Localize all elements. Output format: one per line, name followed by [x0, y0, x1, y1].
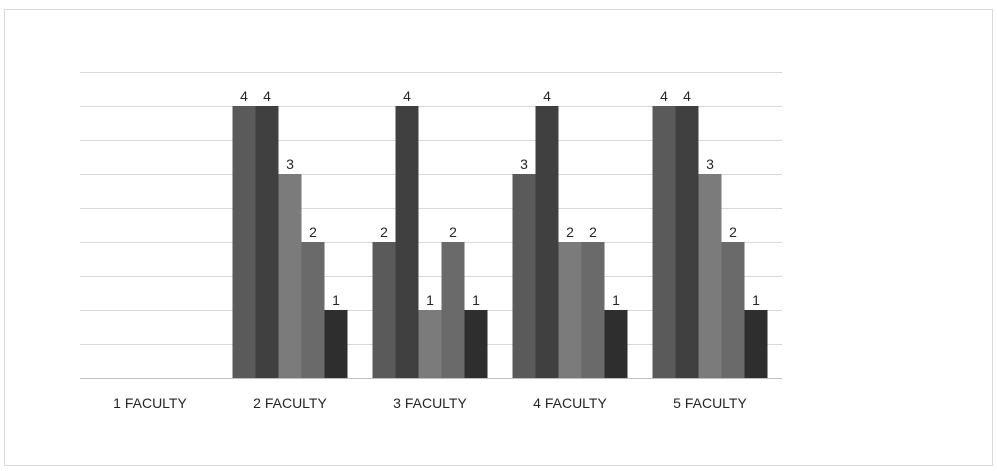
data-label: 4 [240, 88, 248, 104]
bar [512, 174, 536, 378]
bar [698, 174, 722, 378]
bar [744, 310, 768, 378]
data-label: 1 [332, 292, 340, 308]
bars [232, 106, 768, 378]
data-label: 4 [660, 88, 668, 104]
data-label: 2 [589, 224, 597, 240]
data-label: 2 [449, 224, 457, 240]
bar [652, 106, 676, 378]
bar [255, 106, 279, 378]
data-label: 1 [472, 292, 480, 308]
x-tick-label: 1 FACULTY [113, 395, 187, 411]
data-label: 2 [309, 224, 317, 240]
data-label: 4 [543, 88, 551, 104]
chart-frame [4, 9, 993, 466]
data-label: 4 [403, 88, 411, 104]
bar [581, 242, 605, 378]
x-tick-label: 5 FACULTY [673, 395, 747, 411]
x-tick-label: 3 FACULTY [393, 395, 467, 411]
data-label: 4 [683, 88, 691, 104]
data-label: 4 [263, 88, 271, 104]
data-label: 2 [729, 224, 737, 240]
data-label: 3 [706, 156, 714, 172]
bar [278, 174, 302, 378]
data-label: 1 [612, 292, 620, 308]
bar [301, 242, 325, 378]
bar [721, 242, 745, 378]
bar [464, 310, 488, 378]
data-label: 2 [380, 224, 388, 240]
data-label: 2 [566, 224, 574, 240]
x-tick-label: 4 FACULTY [533, 395, 607, 411]
bar [558, 242, 582, 378]
x-tick-label: 2 FACULTY [253, 395, 327, 411]
bar [675, 106, 699, 378]
bar [418, 310, 442, 378]
bar [372, 242, 396, 378]
data-label: 3 [520, 156, 528, 172]
bar [535, 106, 559, 378]
data-label: 3 [286, 156, 294, 172]
bar [441, 242, 465, 378]
data-label: 1 [426, 292, 434, 308]
data-label: 1 [752, 292, 760, 308]
x-axis-labels: 1 FACULTY 2 FACULTY 3 FACULTY 4 FACULTY 5 FA… [113, 395, 747, 411]
bar [232, 106, 256, 378]
bar [604, 310, 628, 378]
bar [395, 106, 419, 378]
bar [324, 310, 348, 378]
